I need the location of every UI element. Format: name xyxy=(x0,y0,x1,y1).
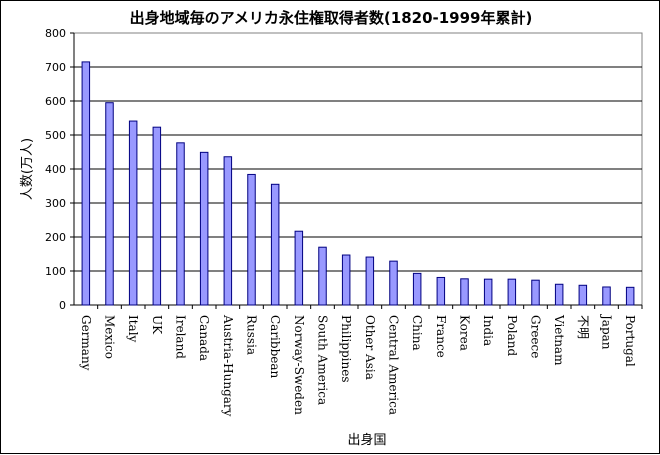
bar-italy xyxy=(128,120,138,306)
x-tick-label: Mexico xyxy=(103,315,117,359)
bar-vietnam xyxy=(554,283,564,306)
bar-france xyxy=(436,276,446,306)
gridlines xyxy=(74,66,642,272)
x-tick-label: Portugal xyxy=(623,315,637,367)
x-axis-title: 出身国 xyxy=(347,432,386,448)
x-tick-label: Central America xyxy=(387,315,401,415)
bar-philippines xyxy=(341,254,351,306)
bars xyxy=(81,61,635,306)
bar-korea xyxy=(460,278,469,306)
y-tick-label: 800 xyxy=(45,27,66,40)
x-tick-label: Ireland xyxy=(174,315,188,359)
y-axis-title: 人数(万人) xyxy=(20,138,35,200)
y-tick-label: 100 xyxy=(45,265,66,278)
bar-germany xyxy=(81,61,91,306)
bar-central-america xyxy=(389,260,398,306)
x-tick-label: China xyxy=(410,315,424,351)
bar-portugal xyxy=(625,286,635,306)
x-tick-label: Poland xyxy=(505,315,519,357)
x-tick-label: Italy xyxy=(126,315,140,343)
x-tick-label: India xyxy=(481,315,495,346)
bar-ireland xyxy=(176,142,185,306)
y-tick-label: 0 xyxy=(59,299,66,312)
x-tick-label: Caribbean xyxy=(268,315,282,379)
x-tick-label: Russia xyxy=(245,315,259,355)
bar-china xyxy=(412,272,422,306)
y-tick-label: 400 xyxy=(45,163,66,176)
y-axis-ticks: 0 100 200 300 400 500 600 700 800 xyxy=(45,27,642,312)
x-tick-label: Canada xyxy=(197,315,211,361)
y-tick-label: 200 xyxy=(45,231,66,244)
bar-india xyxy=(483,278,493,306)
chart-title: 出身地域毎のアメリカ永住権取得者数(1820-1999年累計) xyxy=(130,9,533,27)
y-tick-label: 600 xyxy=(45,95,66,108)
x-tick-label: Japan xyxy=(600,313,614,350)
bar-other-asia xyxy=(365,256,375,306)
bar-- xyxy=(578,284,588,306)
bar-poland xyxy=(507,278,517,306)
y-tick-label: 300 xyxy=(45,197,66,210)
bar-mexico xyxy=(105,102,114,306)
x-tick-label: France xyxy=(434,315,448,358)
x-tick-label: South America xyxy=(316,315,330,405)
bar-japan xyxy=(602,286,611,306)
x-tick-label: Austria-Hungary xyxy=(221,314,235,417)
x-tick-label: Vietnam xyxy=(552,314,566,366)
x-tick-label: UK xyxy=(150,315,164,335)
bar-greece xyxy=(531,279,540,306)
y-tick-label: 500 xyxy=(45,129,66,142)
bar-norway-sweden xyxy=(294,230,304,306)
bar-russia xyxy=(247,173,256,306)
bar-south-america xyxy=(318,246,327,306)
bar-caribbean xyxy=(270,183,280,306)
x-tick-label: Philippines xyxy=(339,315,353,383)
bar-canada xyxy=(199,151,209,306)
x-tick-label: Norway-Sweden xyxy=(292,315,306,415)
x-tick-label: Other Asia xyxy=(363,315,377,380)
x-axis-labels: Germany Mexico Italy UK Ireland Canada Austria… xyxy=(79,305,643,417)
bar-uk xyxy=(152,126,162,306)
x-tick-label: 不明 xyxy=(576,315,590,339)
x-tick-label: Germany xyxy=(79,315,93,371)
bar-austria-hungary xyxy=(223,156,233,306)
y-tick-label: 700 xyxy=(45,61,66,74)
x-tick-label: Greece xyxy=(529,315,543,358)
x-tick-label: Korea xyxy=(458,315,472,351)
